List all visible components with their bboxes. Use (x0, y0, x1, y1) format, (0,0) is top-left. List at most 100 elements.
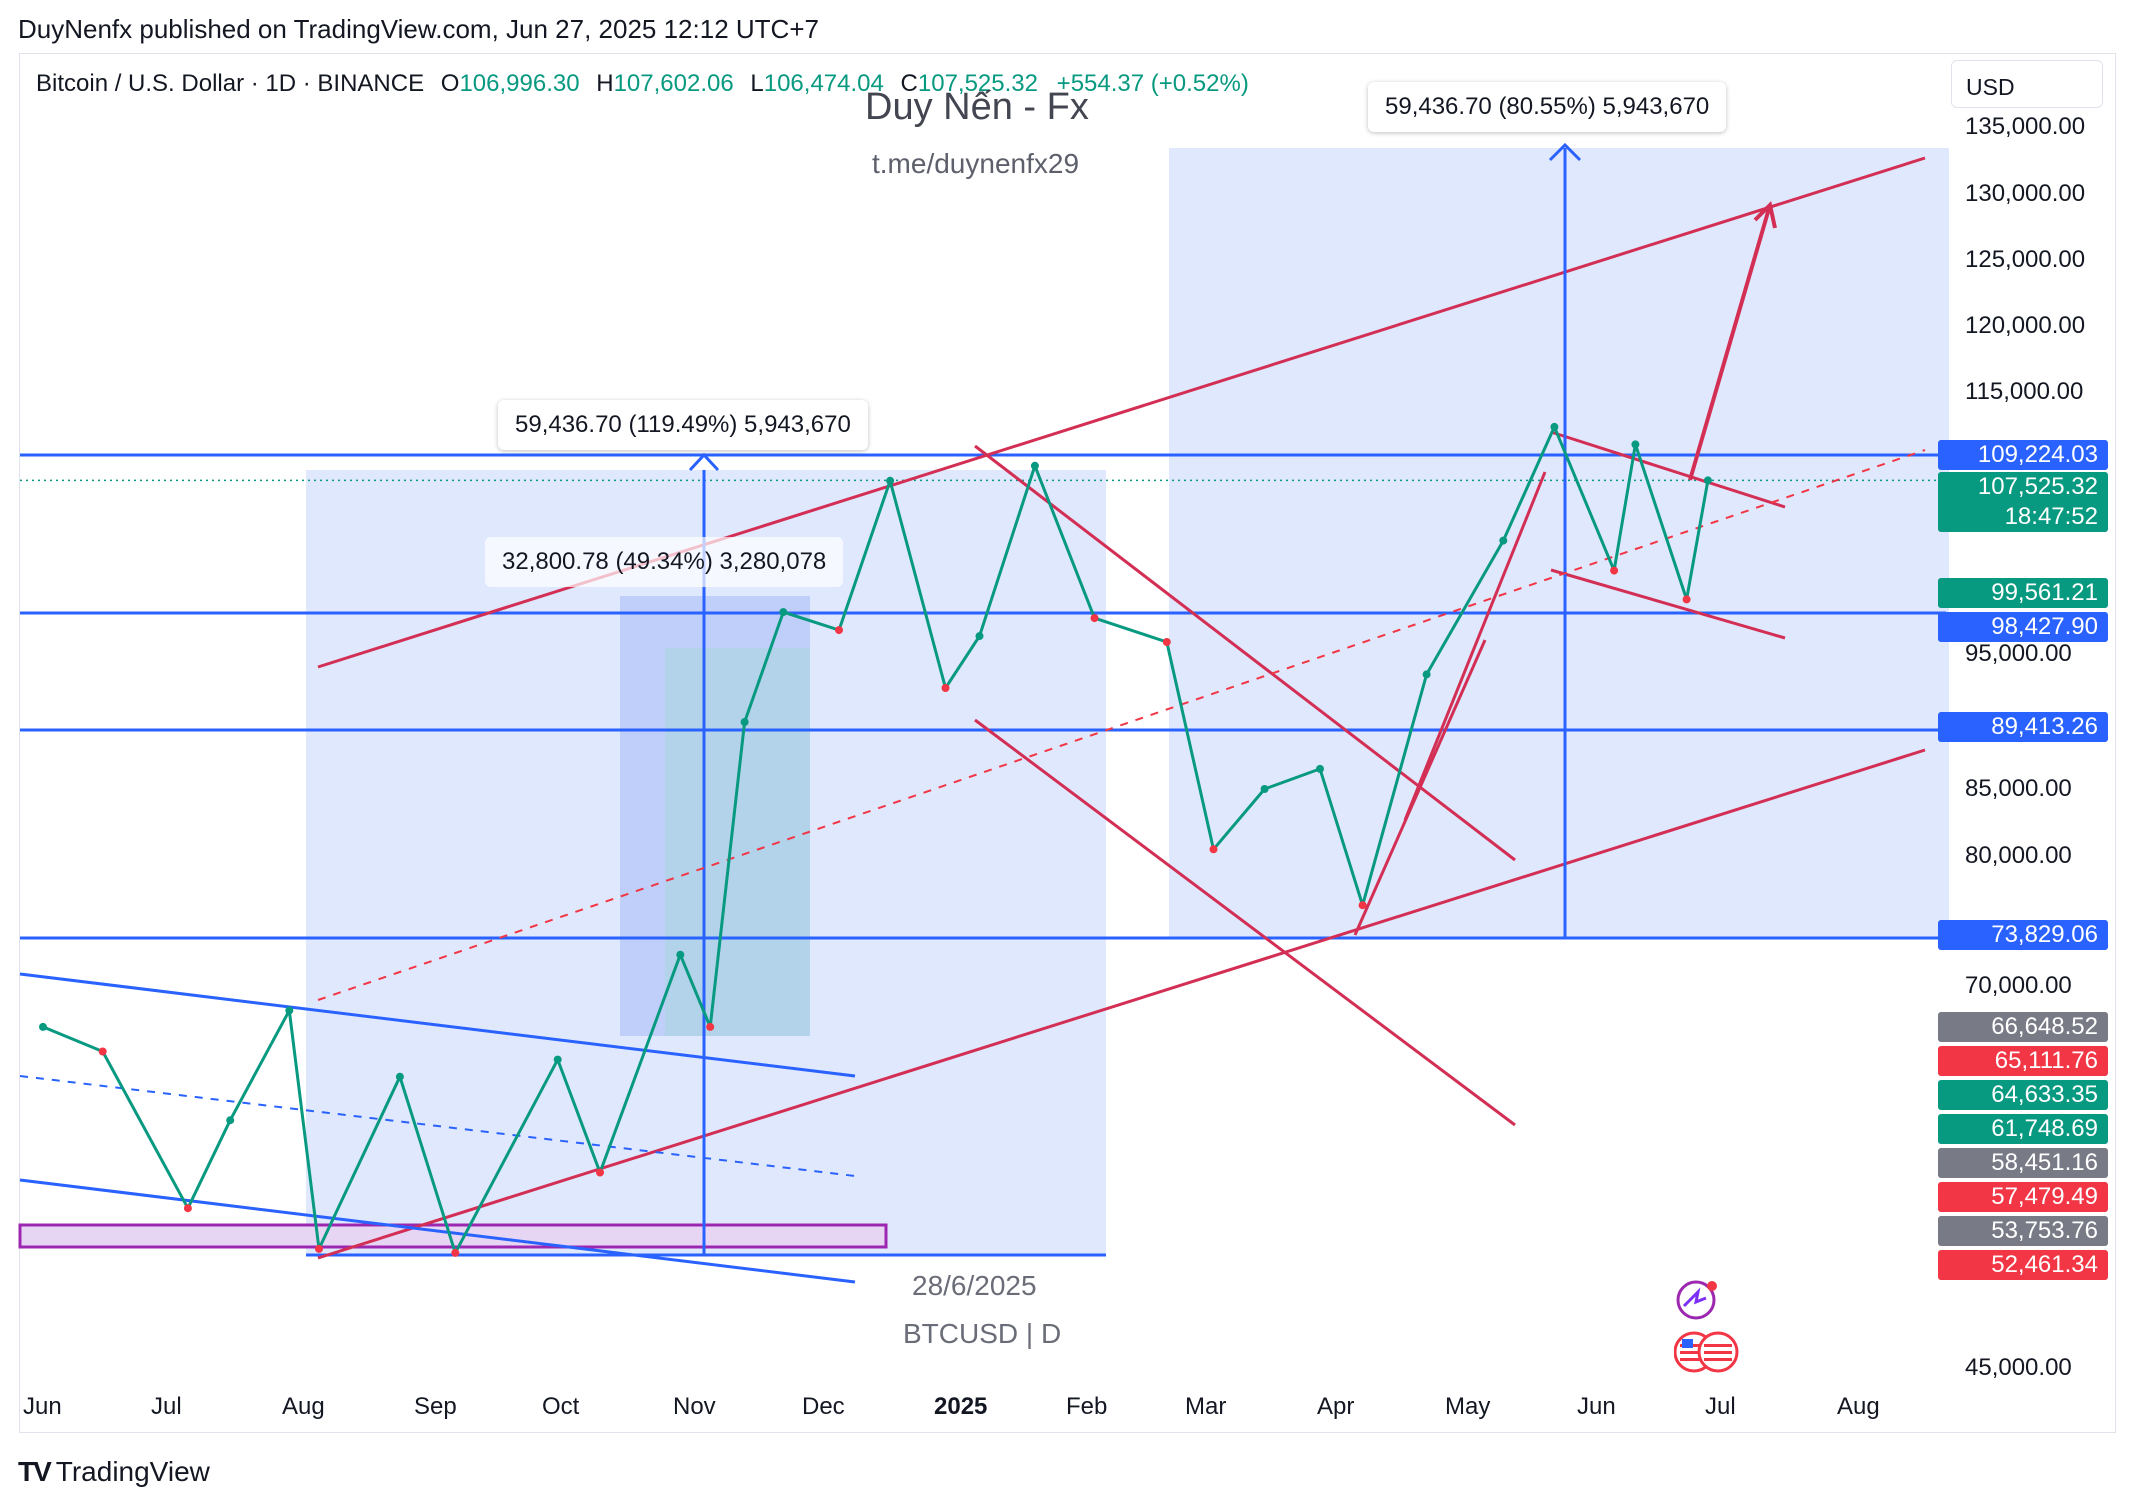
lower-channel-line (317, 748, 1926, 1260)
y-tick-label: 115,000.00 (1965, 378, 2084, 405)
tv-logo-icon: TV (18, 1456, 52, 1487)
y-tick-label: 130,000.00 (1965, 180, 2086, 207)
y-tick-label: 125,000.00 (1965, 246, 2086, 273)
rising-wedge-left (1353, 639, 1487, 936)
x-tick-label: 2025 (934, 1393, 988, 1420)
x-tick-label: Aug (282, 1393, 325, 1420)
price-point (553, 1055, 562, 1064)
zones-layer (18, 148, 1949, 1255)
price-label: 89,413.26 (1938, 712, 2108, 742)
x-tick-label: Feb (1066, 1393, 1108, 1420)
price-point (285, 1006, 294, 1015)
price-label: 52,461.34 (1938, 1250, 2108, 1280)
measure-callout-top-right[interactable]: 59,436.70 (80.55%) 5,943,670 (1368, 82, 1727, 132)
price-point (98, 1047, 107, 1056)
arrow-head-right (1548, 142, 1582, 162)
symbol-stamp: BTCUSD | D (903, 1318, 1062, 1349)
currency-selector[interactable]: USD (1951, 60, 2103, 108)
flag-bottom (1550, 568, 1786, 640)
price-label: 73,829.06 (1938, 920, 2108, 950)
tv-brand-text: TradingView (55, 1456, 210, 1487)
rising-wedge-right (1403, 471, 1547, 821)
y-tick-label: 45,000.00 (1965, 1354, 2072, 1382)
date-stamp: 28/6/2025 (912, 1270, 1037, 1301)
price-label: 107,525.32 18:47:52 (1938, 472, 2108, 532)
price-point (395, 1072, 404, 1081)
y-tick-label: 70,000.00 (1965, 972, 2072, 999)
price-point (1550, 422, 1559, 431)
price-point (1422, 670, 1431, 679)
x-tick-label: May (1445, 1393, 1491, 1420)
price-label: 58,451.16 (1938, 1148, 2108, 1178)
dashed-center-line (317, 449, 1926, 1001)
price-point (1703, 476, 1712, 485)
price-point (451, 1248, 460, 1257)
x-tick-label: Jun (23, 1393, 62, 1420)
falling-channel-top (974, 444, 1516, 862)
low-value: 106,474.04 (763, 70, 884, 97)
price-point (740, 718, 749, 726)
measure-zone-right (1169, 148, 1949, 938)
price-point (226, 1116, 235, 1125)
x-tick-label: Jun (1577, 1393, 1616, 1420)
y-tick-label: 85,000.00 (1965, 775, 2072, 802)
price-point (706, 1022, 715, 1031)
symbol-ohlc-bar: Bitcoin / U.S. Dollar · 1D · BINANCE O10… (36, 70, 1249, 98)
open-label: O (440, 70, 460, 97)
price-point (1682, 595, 1691, 604)
price-point (1209, 845, 1218, 854)
price-point (886, 476, 895, 485)
arrow-head-left (688, 452, 720, 472)
watermark-title: Duy Nến - Fx (865, 86, 1089, 128)
x-tick-label: Jul (151, 1393, 182, 1420)
downtrend-line-lower (19, 1178, 856, 1284)
change-value: +554.37 (+0.52%) (1056, 70, 1249, 97)
downtrend-line-upper (19, 972, 856, 1078)
price-label: 57,479.49 (1938, 1182, 2108, 1212)
price-point (1090, 614, 1099, 623)
high-label: H (596, 70, 614, 97)
price-point (1631, 440, 1640, 449)
price-point (1162, 638, 1171, 646)
price-series-layer (39, 422, 1712, 1257)
price-line (42, 425, 1710, 1255)
symbol-name: Bitcoin / U.S. Dollar · 1D · BINANCE (36, 70, 425, 97)
open-value: 106,996.30 (459, 70, 580, 97)
price-point (676, 950, 685, 959)
flag-top (1550, 430, 1786, 509)
x-tick-label: Sep (414, 1393, 457, 1420)
x-tick-label: Dec (802, 1393, 845, 1420)
watermark-subtitle: t.me/duynenfx29 (872, 148, 1080, 179)
tradingview-logo[interactable]: TV TradingView (18, 1456, 210, 1488)
close-value: 107,525.32 (917, 70, 1038, 97)
price-point (1499, 536, 1508, 545)
x-tick-label: Jul (1705, 1393, 1736, 1420)
us-flag-icon[interactable] (1674, 1330, 1740, 1374)
price-label: 64,633.35 (1938, 1080, 2108, 1110)
measure-callout-left[interactable]: 59,436.70 (119.49%) 5,943,670 (498, 400, 868, 450)
price-label: 99,561.21 (1938, 578, 2108, 608)
price-label: 61,748.69 (1938, 1114, 2108, 1144)
price-label: 53,753.76 (1938, 1216, 2108, 1246)
low-label: L (750, 70, 764, 97)
countdown-label: 18:47:52 (2004, 503, 2098, 530)
position-zone (665, 648, 810, 1036)
price-point (941, 684, 950, 692)
price-point (835, 626, 843, 635)
x-tick-label: Nov (673, 1393, 716, 1420)
flash-icon[interactable] (1670, 1276, 1724, 1324)
chart-frame[interactable] (19, 53, 2116, 1433)
price-point (1316, 764, 1324, 773)
y-tick-label: 135,000.00 (1965, 113, 2086, 140)
x-tick-label: Aug (1837, 1393, 1880, 1420)
projection-arrow (1688, 204, 1772, 481)
price-point (596, 1168, 604, 1177)
price-point (1030, 461, 1039, 470)
x-tick-label: Mar (1185, 1393, 1227, 1420)
y-tick-label: 95,000.00 (1965, 640, 2072, 667)
price-label: 98,427.90 (1938, 612, 2108, 642)
measure-callout-mid[interactable]: 32,800.78 (49.34%) 3,280,078 (485, 537, 844, 587)
price-point (315, 1244, 323, 1253)
x-tick-label: Oct (542, 1393, 580, 1420)
